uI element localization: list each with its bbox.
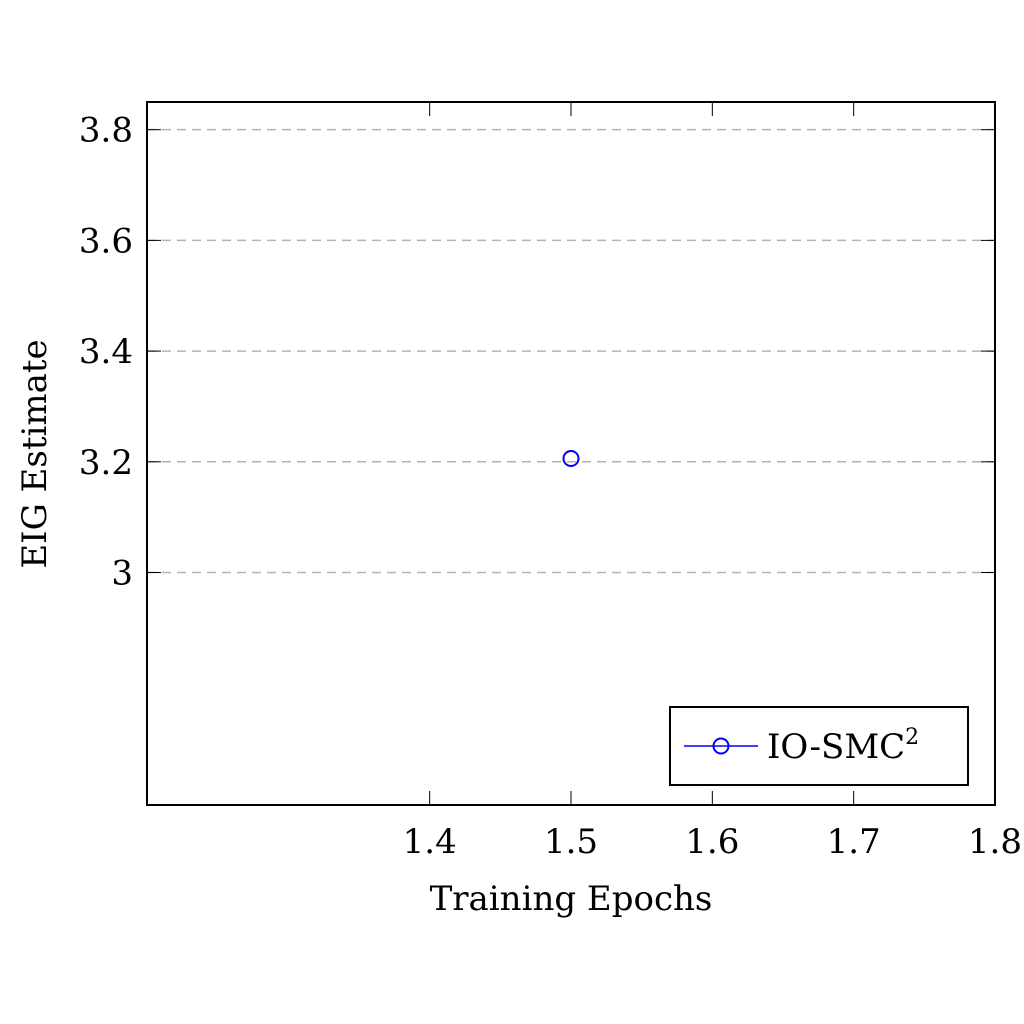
x-tick-label: 1.8: [968, 822, 1022, 862]
data-point: [562, 449, 580, 467]
y-tick-label: 3.6: [79, 221, 133, 261]
legend-series-name: IO-SMC: [767, 727, 905, 767]
grid-lines: [147, 128, 995, 574]
y-tick-label: 3: [111, 554, 133, 594]
legend-series-marker: [712, 737, 730, 755]
x-tick-label: 1.5: [544, 822, 598, 862]
y-tick-label: 3.4: [79, 332, 133, 372]
y-tick-label: 3.8: [79, 111, 133, 151]
axis-ticks: [147, 102, 996, 805]
x-tick-label: 1.7: [827, 822, 881, 862]
tick-labels: 3 3.2 3.4 3.6 3.8 1.4 1.5 1.6 1.7 1.8: [79, 111, 1022, 862]
plot-frame: [146, 101, 996, 806]
data-points: [562, 449, 580, 467]
y-axis-label: EIG Estimate: [15, 339, 55, 568]
legend-series-superscript: 2: [905, 725, 919, 750]
x-tick-label: 1.4: [403, 822, 457, 862]
legend-series-label: IO-SMC2: [767, 725, 919, 767]
x-axis-label: Training Epochs: [430, 879, 713, 919]
x-tick-label: 1.6: [685, 822, 739, 862]
legend: IO-SMC2: [669, 706, 969, 786]
y-tick-label: 3.2: [79, 443, 133, 483]
